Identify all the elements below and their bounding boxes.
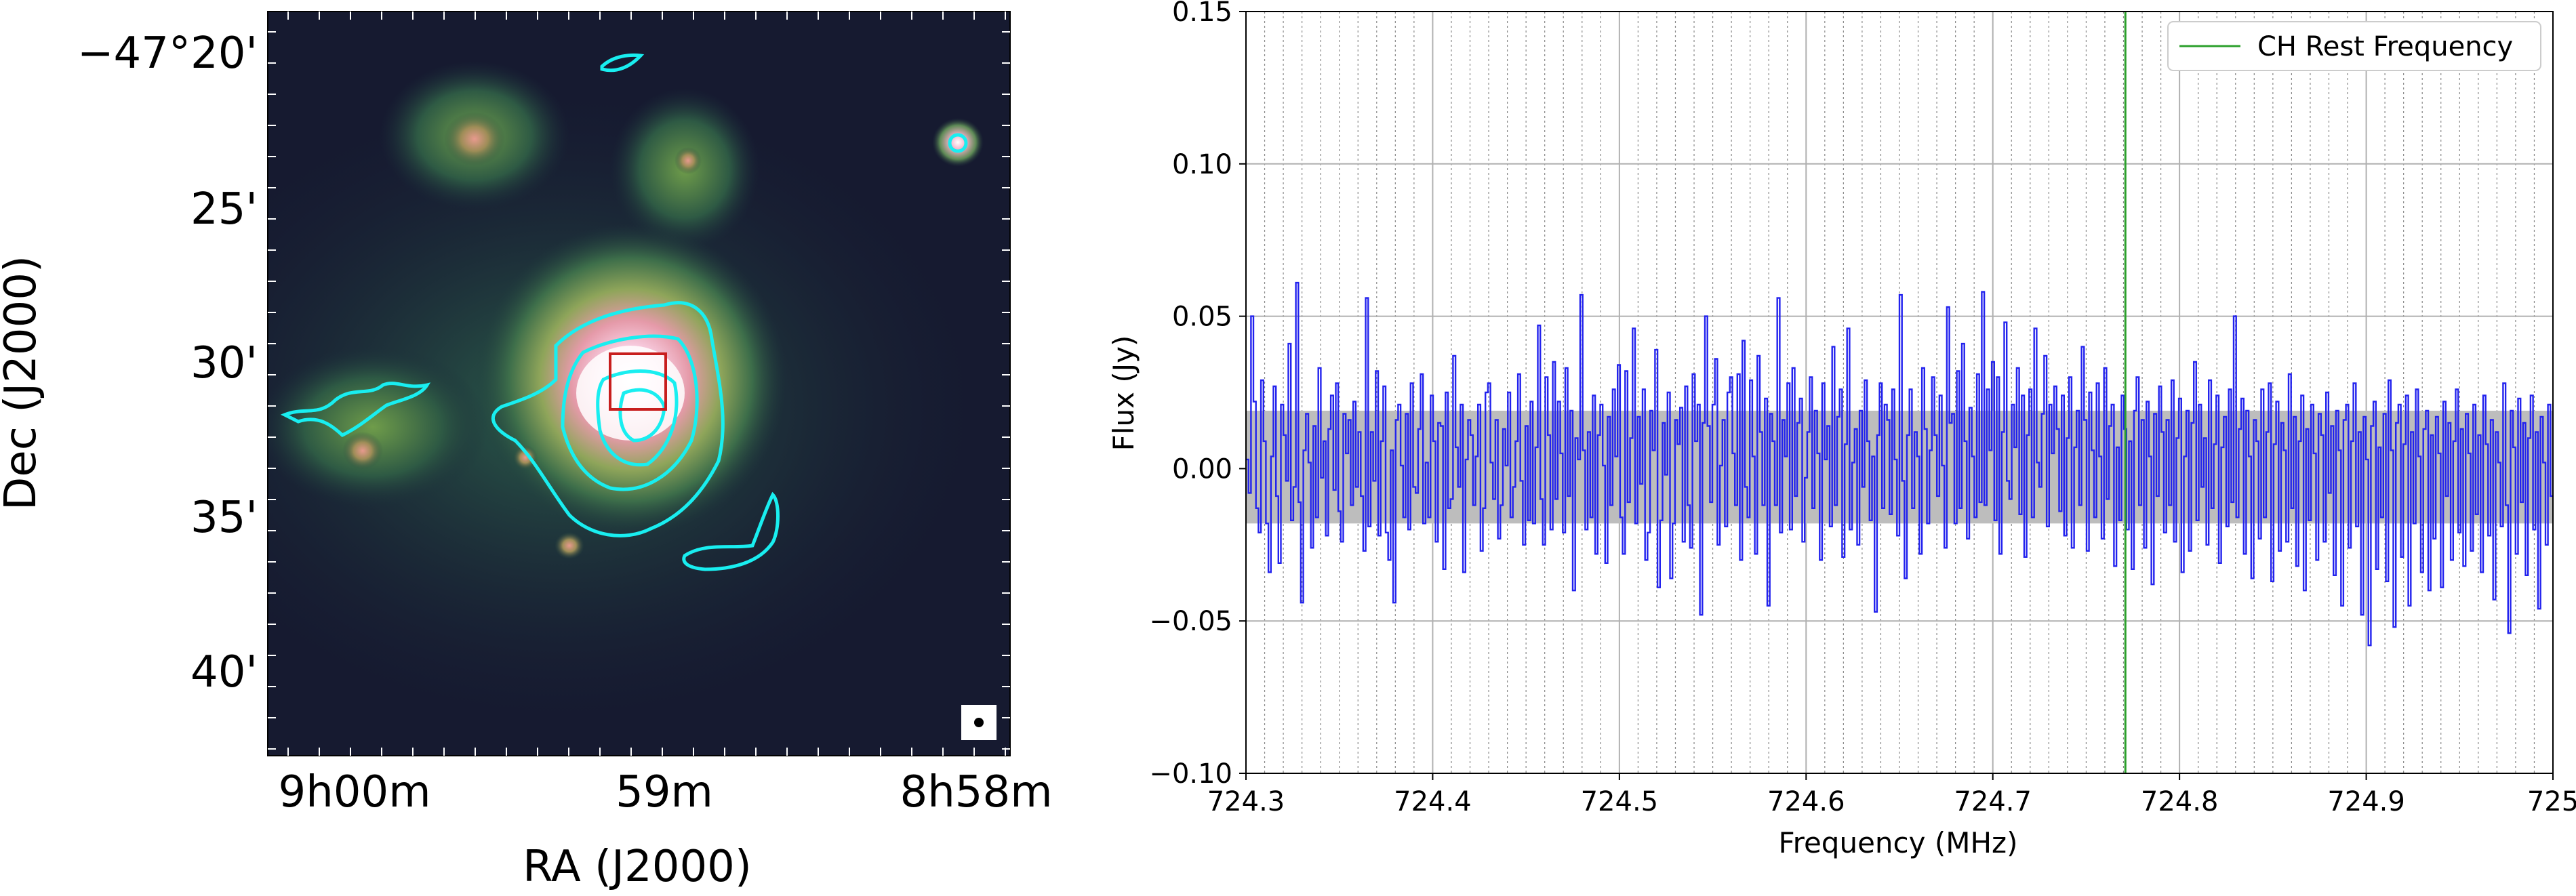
bright-star bbox=[932, 118, 984, 167]
contour-top bbox=[600, 53, 645, 73]
contour-south bbox=[682, 491, 780, 571]
contour-mid bbox=[561, 334, 699, 491]
x-tick-label: 724.6 bbox=[1767, 786, 1845, 817]
contour-inner bbox=[596, 369, 679, 467]
nebula-core bbox=[576, 346, 685, 441]
blob-upper-left bbox=[444, 112, 505, 166]
spectrum-panel: 724.3 724.4 724.5 724.6 724.7 724.8 724.9 725 −0… bbox=[1107, 0, 2576, 859]
axis-ticks bbox=[1239, 11, 2554, 780]
plot-frame bbox=[1245, 11, 2554, 774]
blob-upper-mid bbox=[675, 147, 702, 174]
ra-axis-label: RA (J2000) bbox=[523, 842, 752, 892]
ra-tick-label: 9h00m bbox=[278, 767, 430, 817]
y-tick-label: −0.05 bbox=[1149, 606, 1232, 637]
blob-mid bbox=[513, 445, 538, 470]
y-tick-label: 0.15 bbox=[1172, 0, 1232, 28]
y-tick-label: 0.10 bbox=[1172, 149, 1232, 180]
sky-minor-ticks bbox=[268, 12, 1010, 756]
sky-image-panel: −47°20' 25' 30' 35' 40' 9h00m 59m 8h58m … bbox=[0, 11, 1053, 892]
sky-image bbox=[268, 12, 1010, 756]
contour-west bbox=[280, 382, 431, 437]
tick-labels: 724.3 724.4 724.5 724.6 724.7 724.8 724.9 725 −0… bbox=[1149, 0, 2576, 817]
contours bbox=[280, 53, 968, 571]
contour-outer bbox=[491, 301, 725, 537]
beam-dot bbox=[974, 718, 984, 727]
dec-tick-label: 35' bbox=[190, 493, 258, 543]
legend-label: CH Rest Frequency bbox=[2257, 31, 2513, 62]
contour-core bbox=[618, 388, 666, 443]
x-tick-label: 724.7 bbox=[1954, 786, 2032, 817]
dec-tick-label: 30' bbox=[190, 338, 258, 388]
spectrum-line bbox=[1246, 281, 2553, 647]
dec-axis-label: Dec (J2000) bbox=[0, 256, 46, 510]
blob-lower bbox=[555, 532, 584, 559]
y-axis-label: Flux (Jy) bbox=[1107, 335, 1140, 451]
x-tick-label: 724.5 bbox=[1581, 786, 1659, 817]
x-tick-label: 725 bbox=[2527, 786, 2576, 817]
x-tick-label: 724.4 bbox=[1394, 786, 1472, 817]
y-tick-label: 0.05 bbox=[1172, 302, 1232, 333]
x-axis-label: Frequency (MHz) bbox=[1779, 826, 2018, 859]
legend-box bbox=[2167, 21, 2541, 71]
ra-tick-label: 8h58m bbox=[900, 767, 1052, 817]
green-cloud-left bbox=[268, 346, 488, 508]
ra-tick-label: 59m bbox=[616, 767, 713, 817]
contour-star bbox=[948, 133, 968, 153]
y-tick-label: −0.10 bbox=[1149, 758, 1232, 790]
blob-left bbox=[342, 432, 383, 470]
dec-tick-label: −47°20' bbox=[77, 28, 258, 79]
y-tick-label: 0.00 bbox=[1172, 453, 1232, 485]
legend: CH Rest Frequency bbox=[2167, 21, 2541, 71]
x-tick-label: 724.3 bbox=[1207, 786, 1285, 817]
x-tick-label: 724.9 bbox=[2327, 786, 2405, 817]
dec-tick-label: 25' bbox=[190, 184, 258, 235]
image-frame bbox=[267, 11, 1011, 756]
x-tick-label: 724.8 bbox=[2141, 786, 2219, 817]
dec-tick-label: 40' bbox=[190, 647, 258, 697]
target-box bbox=[609, 352, 667, 411]
